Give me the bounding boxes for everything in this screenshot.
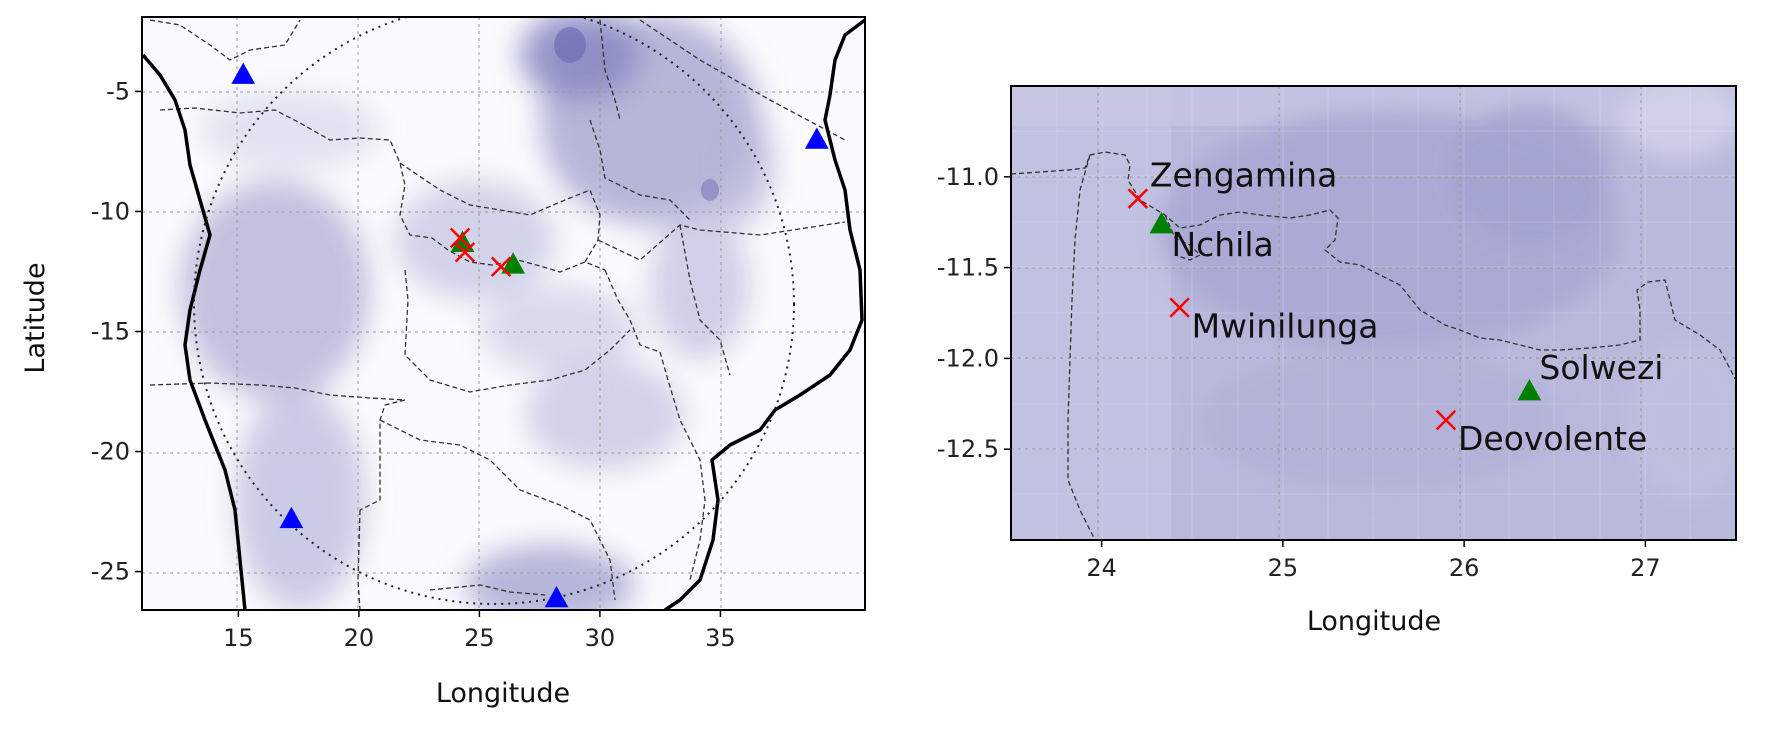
overview-gridlines [142,17,865,610]
zoom-ytick-label: -12.5 [937,435,999,463]
zoom-xtick-label: 27 [1630,554,1661,582]
overview-domain-circle [193,17,795,605]
zoom-triangle-marker [1517,379,1542,401]
overview-ytick-label: -10 [91,197,130,225]
zoom-ytick-label: -11.0 [937,163,999,191]
zoom-axis-ticks: 24 25 26 27 -11.0 -11.5 -12.0 -12.5 [937,163,1661,582]
zoom-ytick-label: -11.5 [937,254,999,282]
overview-xtick-label: 25 [464,624,495,652]
overview-map: 15 20 25 30 35 -5 -10 -15 -20 -25 Longitude Latit… [20,16,866,709]
overview-xlabel: Longitude [436,678,570,709]
overview-coastline [142,18,865,610]
overview-markers [231,62,829,608]
overview-intensity-field [180,17,775,610]
overview-ytick-label: -20 [91,438,130,466]
overview-triangle-marker [804,127,829,149]
zoom-boundaries [1011,151,1736,540]
zoom-xtick-label: 26 [1449,554,1480,582]
overview-xtick-label: 15 [223,624,254,652]
overview-ytick-label: -15 [91,318,130,346]
overview-xtick-label: 35 [705,624,736,652]
overview-triangle-marker [501,252,525,274]
overview-map-frame [141,16,866,611]
zoom-xtick-label: 24 [1086,554,1117,582]
zoom-map: Zengamina Mwinilunga Deovolente Nchila Solwe… [937,85,1737,637]
overview-boundaries [149,19,846,610]
zoom-ytick-label: -12.0 [937,344,999,372]
zoom-xlabel: Longitude [1307,606,1441,637]
zoom-intensity-field [1011,86,1736,540]
zoom-triangle-marker [1149,211,1174,234]
site-label: Solwezi [1539,348,1663,387]
overview-triangle-marker [279,506,304,529]
overview-ytick-label: -5 [106,77,130,105]
site-label: Mwinilunga [1192,307,1379,346]
overview-ylabel: Latitude [20,262,51,373]
site-label: Nchila [1171,225,1273,264]
zoom-x-marker [1127,188,1149,209]
overview-xtick-label: 30 [585,624,616,652]
overview-triangle-marker [231,62,256,84]
overview-x-marker [454,242,476,263]
zoom-markers: Zengamina Mwinilunga Deovolente Nchila Solwe… [1127,156,1663,458]
site-label: Zengamina [1150,156,1337,195]
zoom-gridlines [1011,86,1736,540]
overview-x-marker [449,227,471,249]
zoom-map-frame [1010,85,1737,541]
overview-ytick-label: -25 [91,558,130,586]
overview-x-marker [490,256,512,277]
overview-axis-ticks: 15 20 25 30 35 -5 -10 -15 -20 -25 [91,77,736,652]
site-label: Deovolente [1458,419,1647,458]
zoom-xtick-label: 25 [1268,554,1299,582]
overview-triangle-marker [544,585,569,608]
zoom-x-marker [1435,409,1457,431]
overview-xtick-label: 20 [344,624,375,652]
zoom-x-marker [1169,297,1190,318]
